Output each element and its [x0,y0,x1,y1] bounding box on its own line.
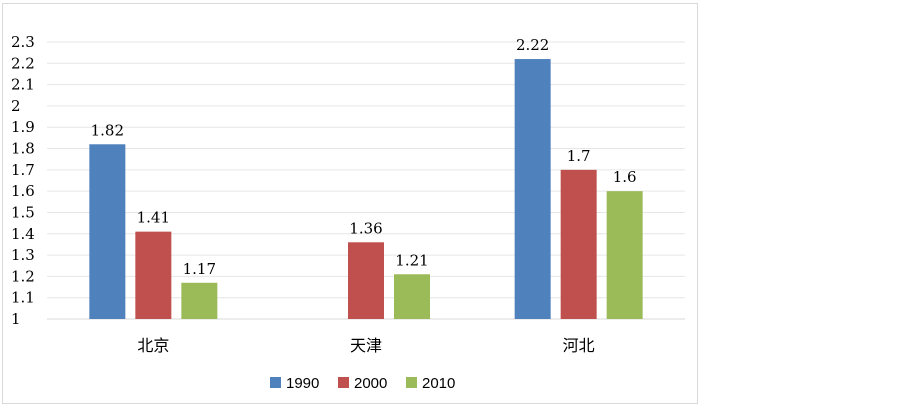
y-tick-label: 2 [11,97,21,115]
bar-2010 [606,191,643,319]
data-label: 1.82 [91,121,124,139]
bars [89,59,643,320]
data-labels: 1.82 1.41 1.17 1.36 1.21 2.22 1.7 1.6 [91,36,637,278]
legend: 1990 2000 2010 [270,375,455,392]
bar-1990 [514,59,551,320]
y-tick-label: 1.2 [11,267,35,285]
y-tick-label: 1.7 [11,161,35,179]
y-tick-label: 1.5 [11,203,35,221]
y-tick-label: 2.1 [11,76,35,94]
legend-swatch-1990 [270,377,281,388]
y-tick-label: 1.3 [11,246,35,264]
legend-label: 1990 [286,375,319,392]
bar-1990 [89,144,126,319]
y-tick-label: 1.8 [11,140,35,158]
y-tick-label: 1.6 [11,182,35,200]
legend-swatch-2010 [406,377,417,388]
chart-frame: 1 1.1 1.2 1.3 1.4 1.5 1.6 1.7 1.8 1.9 2 2.1 2.2 2.3 1… [2,3,698,404]
bar-2000 [135,231,172,319]
data-label: 1.17 [183,260,216,278]
bar-2010 [394,274,430,319]
legend-swatch-2000 [338,377,349,388]
y-tick-label: 1.1 [11,289,35,307]
y-tick-label: 1.4 [11,225,35,243]
bar-2000 [348,242,384,319]
y-tick-label: 2.2 [11,54,35,72]
gridlines [47,41,685,320]
category-label: 北京 [137,336,169,355]
legend-label: 2000 [354,375,387,392]
y-tick-label: 1 [11,310,21,328]
y-axis-ticks: 1 1.1 1.2 1.3 1.4 1.5 1.6 1.7 1.8 1.9 2 2.1 2.2 2.3 [11,33,35,328]
y-tick-label: 1.9 [11,118,35,136]
x-axis-categories: 北京 天津 河北 [137,336,594,355]
category-label: 河北 [563,336,595,355]
data-label: 1.41 [137,209,170,227]
bar-2000 [560,169,597,319]
bar-chart: 1 1.1 1.2 1.3 1.4 1.5 1.6 1.7 1.8 1.9 2 2.1 2.2 2.3 1… [11,33,685,392]
data-label: 1.21 [395,251,428,269]
category-label: 天津 [350,336,382,355]
data-label: 1.7 [567,147,591,165]
data-label: 2.22 [516,36,549,54]
data-label: 1.6 [613,168,637,186]
data-label: 1.36 [349,219,382,237]
legend-label: 2010 [422,375,455,392]
bar-2010 [181,282,218,319]
y-tick-label: 2.3 [11,33,35,51]
